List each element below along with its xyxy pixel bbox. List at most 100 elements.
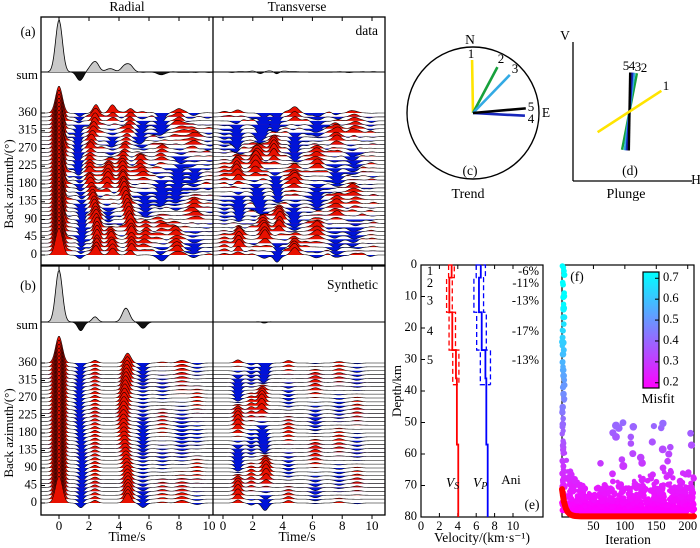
wiggle-outline: [41, 105, 214, 139]
x-axis-title: Time/s: [108, 529, 145, 544]
y-tick-label: 360: [18, 105, 37, 119]
wiggle-outline: [212, 123, 385, 140]
wiggle-negative-fill: [41, 495, 213, 501]
wiggle-positive-fill: [213, 126, 385, 133]
x-tick-label: 6: [146, 518, 153, 533]
scatter-dot: [641, 506, 648, 512]
wiggle-outline: [213, 414, 385, 425]
scatter-dot: [658, 507, 664, 513]
plunge-line-label: 2: [641, 60, 648, 75]
scatter-dot: [572, 507, 579, 515]
x-tick-label: 4: [116, 518, 123, 533]
wiggle-outline: [213, 488, 385, 500]
wiggle-outline: [213, 407, 385, 417]
wiggle-outline: [212, 207, 385, 223]
wiggle-negative-fill: [41, 436, 213, 442]
wiggle-negative-fill: [213, 239, 385, 244]
wiggle-outline: [212, 238, 385, 253]
scatter-dot: [582, 503, 588, 509]
wiggle-positive-fill: [41, 86, 213, 113]
scatter-dot: [668, 485, 673, 489]
scatter-dot: [659, 489, 665, 495]
wiggle-positive-fill: [213, 438, 385, 441]
wiggle-negative-fill: [41, 176, 213, 184]
wiggle-outline: [213, 455, 385, 467]
trend-title: Trend: [452, 187, 485, 202]
plunge-title: Plunge: [607, 187, 646, 202]
scatter-dot: [599, 509, 604, 514]
wiggle-outline: [41, 339, 213, 373]
initial-column-dot: [560, 372, 567, 380]
scatter-outlier-dot: [664, 457, 671, 465]
scatter-outlier-dot: [597, 460, 604, 467]
depth-tick-label: 20: [405, 320, 418, 334]
panel-letter: (d): [622, 163, 638, 178]
velocity-tick-label: 6: [473, 519, 479, 533]
wiggle-outline: [41, 137, 214, 172]
wiggle-outline: [213, 385, 385, 397]
wiggle-outline: [213, 429, 385, 441]
scatter-dot: [577, 506, 584, 513]
scatter-dot: [569, 483, 576, 491]
wiggle-outline: [213, 70, 385, 75]
wiggle-negative-fill: [41, 433, 213, 438]
scatter-dot: [670, 497, 677, 504]
wiggle-outline: [212, 120, 385, 137]
wiggle-outline: [41, 456, 213, 489]
wiggle-outline: [213, 375, 385, 385]
wiggle-negative-fill: [213, 199, 385, 210]
wiggle-negative-fill: [41, 148, 213, 157]
velocity-tick-label: 4: [455, 519, 462, 533]
plunge-line-label: 3: [635, 59, 642, 74]
scatter-dot: [660, 497, 667, 504]
colorbar-tick-label: 0.6: [663, 291, 679, 305]
initial-column-dot: [560, 476, 567, 482]
wiggle-positive-fill: [213, 132, 385, 137]
y-tick-label: 315: [18, 123, 37, 137]
scatter-outlier-dot: [627, 440, 635, 447]
panel-letter: (b): [20, 278, 36, 293]
east-label: E: [542, 105, 550, 120]
wiggle-outline: [41, 417, 213, 450]
wiggle-outline: [41, 227, 214, 262]
wiggle-outline: [41, 156, 214, 192]
wiggle-negative-fill: [41, 448, 213, 454]
wiggle-outline: [41, 153, 214, 186]
scatter-dot: [653, 478, 660, 485]
wiggle-negative-fill: [41, 211, 213, 220]
wiggle-outline: [213, 364, 385, 376]
initial-column-dot: [560, 364, 566, 370]
wiggle-outline: [41, 398, 213, 431]
wiggle-outline: [213, 463, 385, 475]
wiggle-positive-fill: [213, 172, 385, 181]
scatter-dot: [644, 499, 650, 505]
scatter-dot: [596, 491, 602, 496]
ani-label: Ani: [501, 472, 521, 487]
wiggle-positive-fill: [213, 359, 385, 363]
y-tick-label: 135: [18, 194, 37, 208]
scatter-dot: [651, 493, 657, 498]
x-tick-label: 8: [339, 518, 346, 533]
wiggle-outline: [212, 106, 385, 120]
wiggle-outline: [212, 134, 385, 149]
velocity-tick-label: 8: [491, 519, 497, 533]
scatter-outlier-dot: [650, 423, 658, 430]
scatter-dot: [584, 493, 591, 501]
wiggle-outline: [41, 390, 213, 423]
wiggle-outline: [41, 433, 213, 466]
wiggle-outline: [213, 393, 385, 405]
scatter-dot: [639, 499, 644, 504]
plunge-line-label: 5: [623, 58, 630, 73]
wiggle-negative-fill: [41, 503, 213, 508]
wiggle-outline: [41, 216, 214, 249]
depth-tick-label: 50: [405, 414, 418, 428]
scatter-outlier-dot: [687, 429, 694, 437]
wiggle-outline: [213, 216, 385, 228]
wiggle-outline: [212, 234, 385, 249]
scatter-dot: [601, 490, 607, 497]
wiggle-outline: [212, 131, 385, 145]
layer-anisotropy: -6%: [518, 264, 539, 278]
wiggle-outline: [41, 421, 213, 454]
